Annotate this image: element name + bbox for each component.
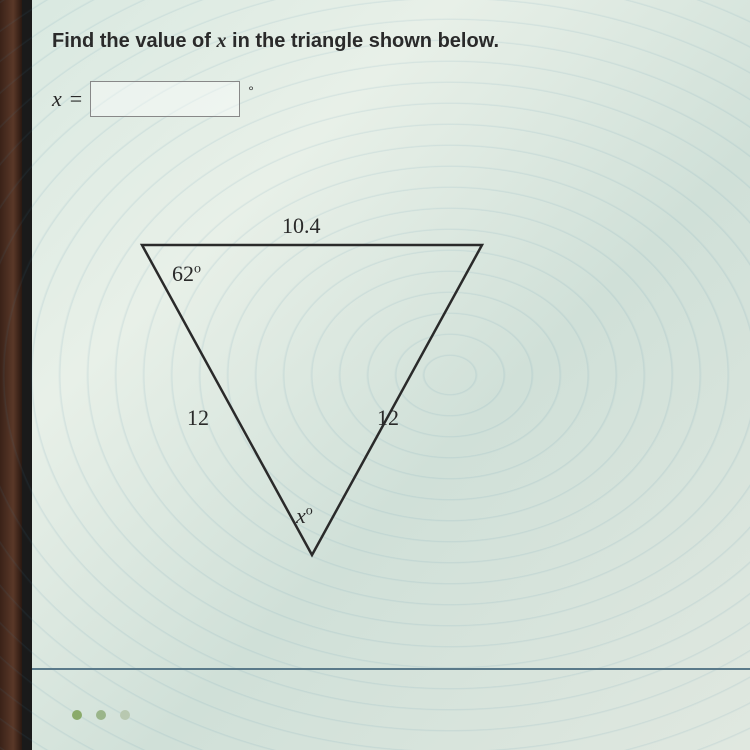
left-angle-value: 62: [172, 261, 194, 286]
progress-dot-4: [120, 710, 130, 720]
top-side-label: 10.4: [282, 213, 321, 239]
content-area: Find the value of x in the triangle show…: [32, 0, 750, 750]
right-side-label: 12: [377, 405, 399, 431]
degree-unit: °: [248, 83, 254, 99]
bottom-angle-label: xo: [296, 503, 313, 529]
question-text: Find the value of x in the triangle show…: [52, 30, 730, 53]
progress-dot-2: [72, 710, 82, 720]
left-angle-label: 62o: [172, 261, 201, 287]
divider-line: [32, 668, 750, 670]
answer-row: x = °: [52, 81, 730, 117]
question-suffix: in the triangle shown below.: [226, 30, 499, 52]
left-side-label: 12: [187, 405, 209, 431]
device-bezel-left: [0, 0, 22, 750]
device-bezel-inner: [22, 0, 32, 750]
bottom-angle-degree: o: [306, 504, 313, 519]
answer-input[interactable]: [90, 81, 240, 117]
question-prefix: Find the value of: [52, 30, 216, 52]
bottom-angle-var: x: [296, 503, 306, 528]
progress-dot-3: [96, 710, 106, 720]
triangle-diagram: 10.4 62o 12 12 xo: [82, 215, 522, 595]
answer-variable: x: [52, 86, 62, 112]
triangle-svg: [82, 215, 522, 595]
progress-dot-1: [48, 710, 58, 720]
question-variable: x: [216, 30, 226, 52]
left-angle-degree: o: [194, 262, 201, 277]
equals-sign: =: [70, 86, 82, 112]
footer-dots: [48, 710, 130, 720]
